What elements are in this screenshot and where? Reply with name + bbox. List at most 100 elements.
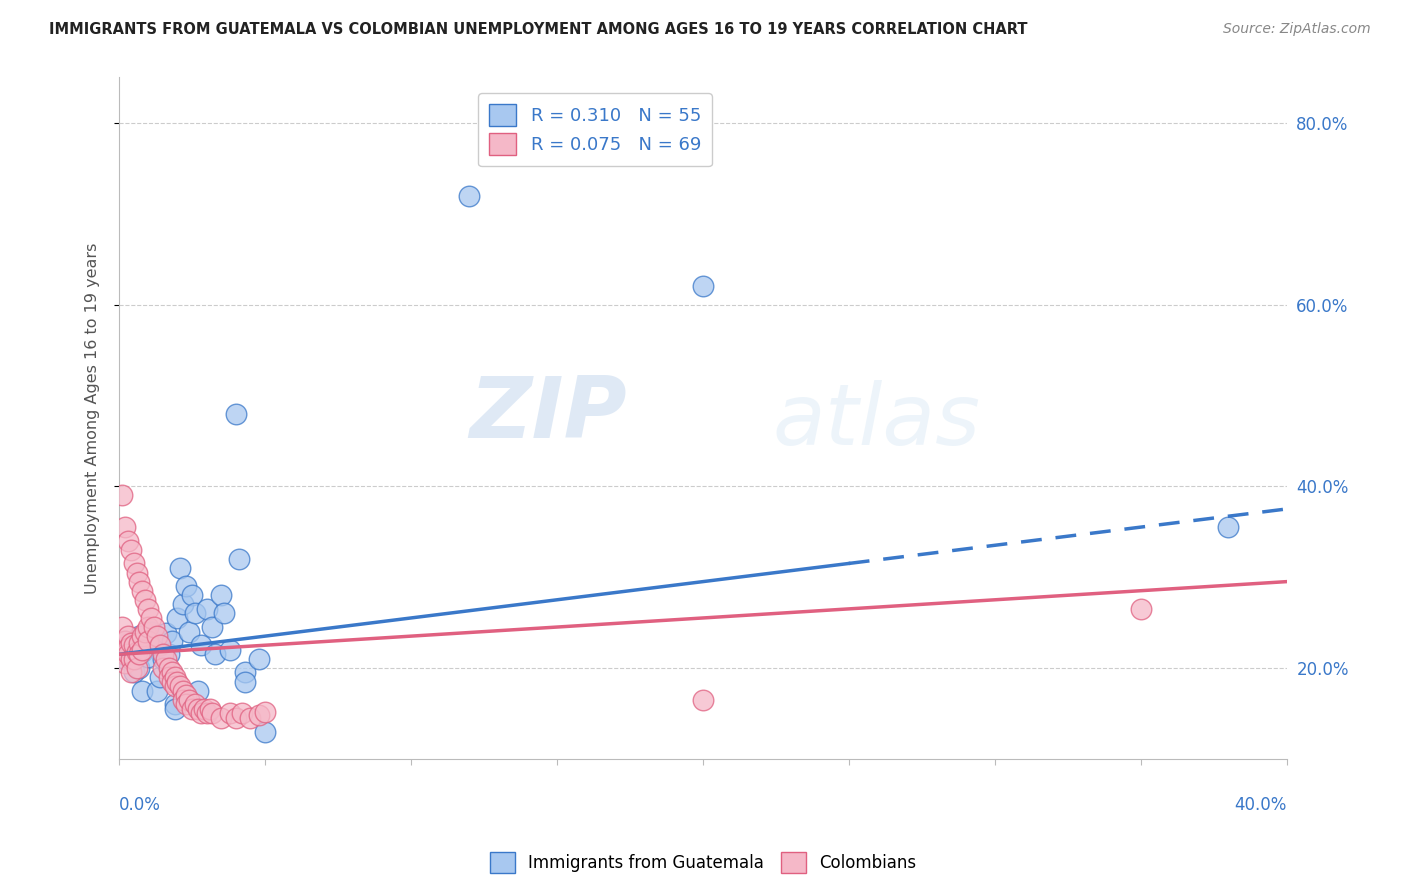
- Point: [163, 702, 186, 716]
- Point: [155, 626, 177, 640]
- Point: [122, 644, 145, 658]
- Point: [117, 635, 139, 649]
- Point: [166, 674, 188, 689]
- Point: [169, 561, 191, 575]
- Text: Source: ZipAtlas.com: Source: ZipAtlas.com: [1223, 22, 1371, 37]
- Y-axis label: Unemployment Among Ages 16 to 19 years: Unemployment Among Ages 16 to 19 years: [86, 243, 100, 594]
- Point: [157, 670, 180, 684]
- Point: [111, 638, 134, 652]
- Point: [163, 698, 186, 712]
- Point: [172, 692, 194, 706]
- Point: [201, 620, 224, 634]
- Point: [114, 520, 136, 534]
- Legend: R = 0.310   N = 55, R = 0.075   N = 69: R = 0.310 N = 55, R = 0.075 N = 69: [478, 94, 711, 166]
- Point: [111, 620, 134, 634]
- Point: [111, 488, 134, 502]
- Point: [204, 648, 226, 662]
- Point: [458, 188, 481, 202]
- Point: [247, 708, 270, 723]
- Point: [141, 611, 163, 625]
- Point: [239, 711, 262, 725]
- Point: [155, 652, 177, 666]
- Legend: Immigrants from Guatemala, Colombians: Immigrants from Guatemala, Colombians: [484, 846, 922, 880]
- Point: [134, 638, 156, 652]
- Point: [111, 648, 134, 662]
- Point: [125, 661, 148, 675]
- Point: [131, 642, 153, 657]
- Point: [228, 552, 250, 566]
- Point: [184, 698, 207, 712]
- Point: [163, 679, 186, 693]
- Point: [136, 602, 159, 616]
- Point: [141, 624, 163, 639]
- Point: [692, 692, 714, 706]
- Point: [157, 661, 180, 675]
- Point: [152, 661, 174, 675]
- Point: [122, 652, 145, 666]
- Point: [225, 407, 247, 421]
- Point: [122, 638, 145, 652]
- Point: [190, 706, 212, 721]
- Point: [131, 583, 153, 598]
- Point: [117, 644, 139, 658]
- Point: [187, 683, 209, 698]
- Point: [122, 557, 145, 571]
- Point: [177, 692, 200, 706]
- Point: [219, 706, 242, 721]
- Point: [120, 640, 142, 655]
- Point: [195, 602, 218, 616]
- Point: [131, 644, 153, 658]
- Point: [1218, 520, 1240, 534]
- Point: [209, 588, 232, 602]
- Point: [136, 633, 159, 648]
- Point: [1129, 602, 1152, 616]
- Point: [125, 633, 148, 648]
- Point: [174, 698, 197, 712]
- Point: [120, 665, 142, 680]
- Point: [128, 574, 150, 589]
- Point: [117, 648, 139, 662]
- Text: ZIP: ZIP: [470, 373, 627, 456]
- Point: [181, 702, 204, 716]
- Point: [114, 633, 136, 648]
- Point: [166, 611, 188, 625]
- Point: [131, 683, 153, 698]
- Text: IMMIGRANTS FROM GUATEMALA VS COLOMBIAN UNEMPLOYMENT AMONG AGES 16 TO 19 YEARS CO: IMMIGRANTS FROM GUATEMALA VS COLOMBIAN U…: [49, 22, 1028, 37]
- Point: [253, 705, 276, 719]
- Point: [201, 706, 224, 721]
- Point: [187, 702, 209, 716]
- Point: [209, 711, 232, 725]
- Point: [149, 670, 172, 684]
- Point: [174, 688, 197, 702]
- Point: [120, 652, 142, 666]
- Point: [128, 661, 150, 675]
- Point: [122, 638, 145, 652]
- Point: [181, 588, 204, 602]
- Point: [136, 620, 159, 634]
- Point: [247, 652, 270, 666]
- Point: [160, 633, 183, 648]
- Point: [125, 642, 148, 657]
- Point: [198, 702, 221, 716]
- Point: [120, 635, 142, 649]
- Point: [117, 533, 139, 548]
- Point: [172, 683, 194, 698]
- Point: [134, 592, 156, 607]
- Point: [184, 607, 207, 621]
- Point: [114, 648, 136, 662]
- Point: [172, 598, 194, 612]
- Point: [114, 633, 136, 648]
- Point: [225, 711, 247, 725]
- Point: [169, 679, 191, 693]
- Point: [120, 542, 142, 557]
- Point: [111, 642, 134, 657]
- Point: [128, 648, 150, 662]
- Point: [120, 650, 142, 665]
- Point: [131, 629, 153, 643]
- Point: [136, 650, 159, 665]
- Point: [212, 607, 235, 621]
- Point: [149, 638, 172, 652]
- Point: [114, 642, 136, 657]
- Point: [122, 665, 145, 680]
- Point: [114, 657, 136, 671]
